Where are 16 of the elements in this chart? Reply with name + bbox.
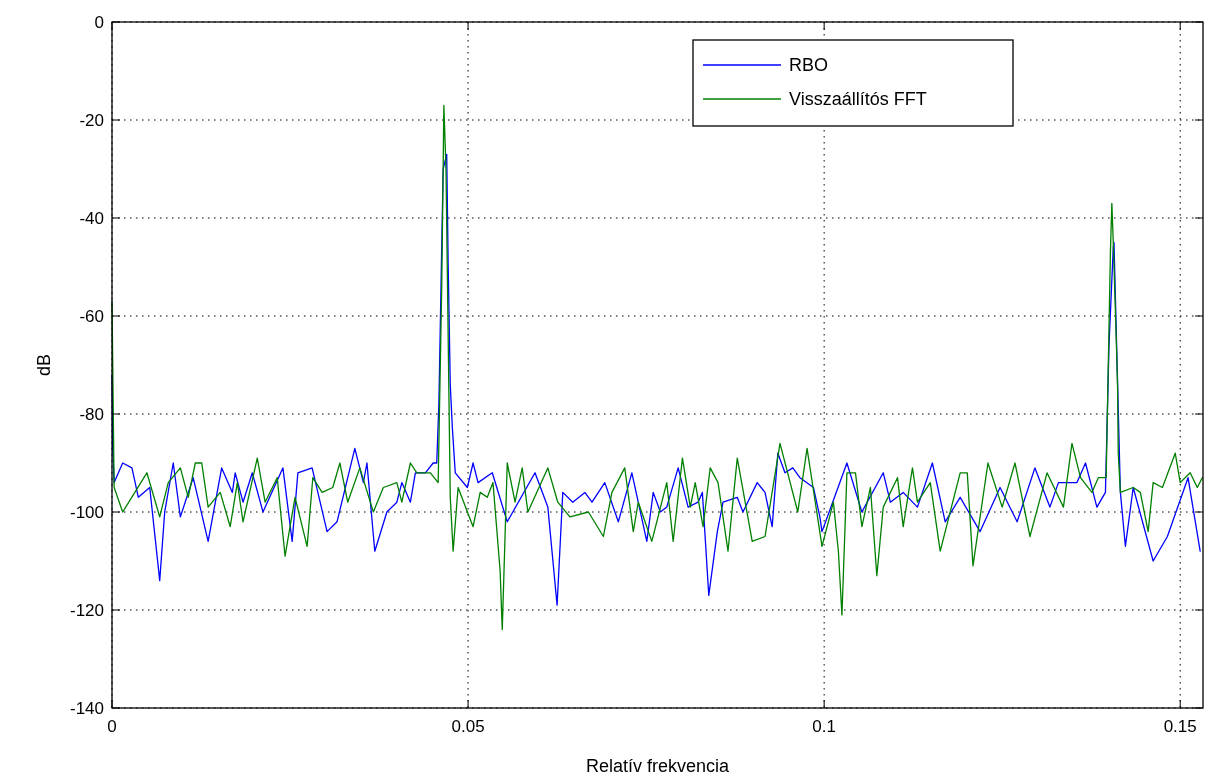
y-tick-label: -60	[79, 306, 104, 326]
x-tick-label: 0	[107, 717, 117, 736]
x-tick-label: 0.05	[451, 717, 485, 736]
y-tick-label: -80	[79, 404, 104, 424]
x-axis-title: Relatív frekvencia	[585, 756, 731, 776]
legend-label: RBO	[789, 55, 829, 76]
y-tick-label: -20	[79, 110, 104, 130]
y-tick-label: -140	[69, 698, 104, 718]
y-axis-title: dB	[34, 353, 54, 377]
legend-label: Visszaállítós FFT	[789, 89, 927, 110]
x-tick-label: 0.1	[812, 717, 836, 736]
y-tick-label: 0	[94, 12, 104, 32]
y-tick-label: -40	[79, 208, 104, 228]
x-tick-label: 0.15	[1163, 717, 1197, 736]
y-tick-label: -120	[69, 600, 104, 620]
y-tick-label: -100	[69, 502, 104, 522]
